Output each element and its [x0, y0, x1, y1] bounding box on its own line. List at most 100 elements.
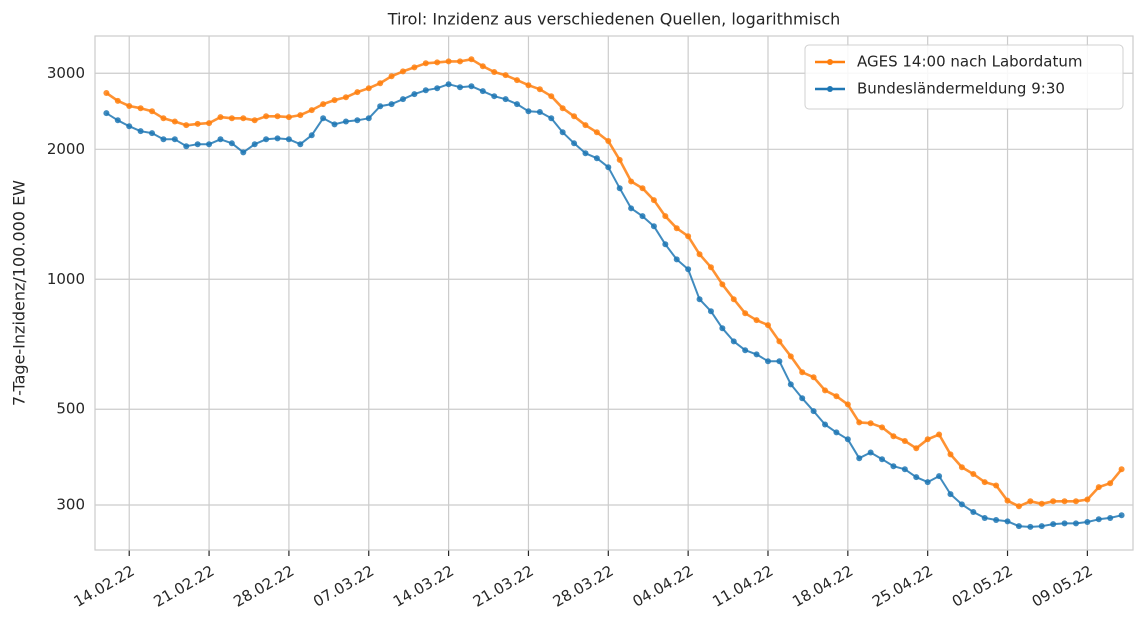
plot-frame — [94, 35, 1134, 551]
data-point — [194, 141, 201, 148]
data-point — [514, 101, 521, 108]
y-tick-label: 1000 — [47, 270, 85, 288]
data-point — [1050, 521, 1057, 528]
data-point — [582, 150, 589, 157]
data-point — [228, 140, 235, 147]
data-point — [981, 479, 988, 486]
data-point — [924, 436, 931, 443]
data-point — [548, 93, 555, 100]
data-point — [593, 155, 600, 162]
data-point — [365, 85, 372, 92]
data-point — [867, 449, 874, 456]
data-point — [639, 213, 646, 220]
data-point — [742, 310, 749, 317]
data-point — [719, 281, 726, 288]
data-point — [445, 58, 452, 65]
data-point — [993, 482, 1000, 489]
data-point — [502, 72, 509, 79]
data-point — [149, 108, 156, 115]
data-point — [479, 88, 486, 95]
data-point — [707, 308, 714, 315]
data-point — [981, 514, 988, 521]
data-point — [1072, 520, 1079, 527]
y-axis-label: 7-Tage-Inzidenz/100.000 EW — [10, 180, 29, 406]
data-point — [1015, 523, 1022, 530]
data-point — [776, 358, 783, 365]
legend-box — [804, 44, 1124, 110]
data-point — [970, 470, 977, 477]
data-point — [126, 102, 133, 109]
data-point — [1061, 498, 1068, 505]
data-point — [1027, 498, 1034, 505]
data-point — [1061, 520, 1068, 527]
data-point — [137, 128, 144, 135]
data-point — [571, 113, 578, 120]
data-point — [536, 86, 543, 93]
data-point — [856, 455, 863, 462]
data-point — [833, 429, 840, 436]
data-point — [650, 223, 657, 230]
data-point — [616, 156, 623, 163]
data-point — [958, 501, 965, 508]
data-point — [707, 264, 714, 271]
y-tick-label: 500 — [56, 400, 85, 418]
chart-title: Tirol: Inzidenz aus verschiedenen Quelle… — [387, 10, 841, 29]
data-point — [593, 129, 600, 136]
data-point — [628, 178, 635, 185]
data-point — [251, 141, 258, 148]
data-point — [890, 433, 897, 440]
data-point — [1107, 514, 1114, 521]
data-point — [354, 89, 361, 96]
data-point — [251, 117, 258, 124]
data-point — [114, 97, 121, 104]
data-point — [810, 374, 817, 381]
data-point — [354, 117, 361, 124]
data-point — [377, 103, 384, 110]
data-point — [776, 338, 783, 345]
data-point — [799, 369, 806, 376]
data-point — [297, 141, 304, 148]
y-tick-label: 300 — [56, 496, 85, 514]
data-point — [879, 424, 886, 431]
data-point — [879, 456, 886, 463]
data-point — [730, 296, 737, 303]
data-point — [970, 509, 977, 516]
data-point — [742, 347, 749, 354]
data-point — [605, 164, 612, 171]
data-point — [240, 115, 247, 122]
data-point — [993, 516, 1000, 523]
data-point — [411, 91, 418, 98]
data-point — [377, 80, 384, 87]
data-point — [525, 108, 532, 115]
data-point — [263, 113, 270, 120]
data-point — [810, 408, 817, 415]
data-point — [103, 90, 110, 97]
y-tick-label: 3000 — [47, 64, 85, 82]
data-point — [764, 322, 771, 329]
data-point — [1015, 503, 1022, 510]
data-point — [445, 81, 452, 88]
data-point — [217, 136, 224, 143]
data-point — [662, 213, 669, 220]
data-point — [1118, 466, 1125, 473]
data-point — [149, 130, 156, 137]
data-point — [331, 97, 338, 104]
data-point — [673, 256, 680, 263]
data-point — [685, 233, 692, 240]
data-point — [468, 56, 475, 63]
data-point — [947, 491, 954, 498]
data-point — [913, 445, 920, 452]
data-point — [365, 115, 372, 122]
data-point — [342, 118, 349, 125]
data-point — [399, 68, 406, 75]
data-point — [434, 85, 441, 92]
data-point — [1038, 523, 1045, 530]
data-point — [856, 419, 863, 426]
data-point — [890, 463, 897, 470]
data-point — [274, 113, 281, 120]
data-point — [628, 205, 635, 212]
data-point — [559, 129, 566, 136]
data-point — [183, 143, 190, 150]
data-point — [514, 77, 521, 84]
data-point — [342, 94, 349, 101]
